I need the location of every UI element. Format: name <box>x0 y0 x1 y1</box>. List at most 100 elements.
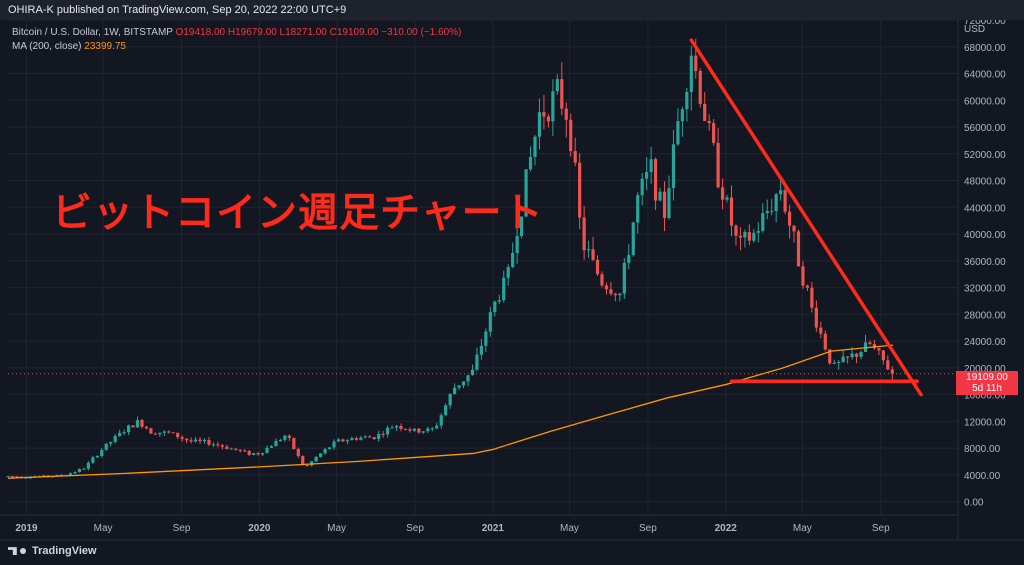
candle-body <box>752 232 756 241</box>
x-tick-label: Sep <box>173 523 191 534</box>
candle-body <box>640 178 644 196</box>
candle-body <box>10 476 15 478</box>
candle-body <box>779 190 783 195</box>
candle-body <box>444 405 448 416</box>
candle-body <box>269 446 274 448</box>
candle-body <box>600 274 604 286</box>
candle-body <box>569 119 573 152</box>
candle-body <box>828 349 832 364</box>
candle-body <box>363 436 367 438</box>
y-axis-unit: USD <box>964 24 985 35</box>
candle-body <box>868 342 872 344</box>
candle-body <box>118 432 122 437</box>
candle-body <box>345 440 350 442</box>
ma-label: MA (200, close) <box>12 41 82 52</box>
candle-body <box>805 285 810 288</box>
candle-body <box>613 293 617 296</box>
candle-body <box>787 211 792 226</box>
candle-body <box>774 194 778 212</box>
candle-body <box>323 449 327 454</box>
publish-line: OHIRA-K published on TradingView.com, Se… <box>8 4 347 16</box>
candle-body <box>685 91 689 110</box>
candle-body <box>95 455 99 458</box>
candle-body <box>470 369 475 376</box>
candle-body <box>426 428 430 432</box>
y-tick-label: 56000.00 <box>964 123 1006 134</box>
candle-body <box>220 445 224 447</box>
candle-body <box>399 425 403 429</box>
candle-body <box>207 440 211 445</box>
candle-body <box>506 267 510 278</box>
candle-body <box>475 354 479 370</box>
y-tick-label: 0.00 <box>964 498 984 509</box>
tradingview-logo[interactable]: TradingView <box>8 545 97 557</box>
candle-body <box>372 437 376 440</box>
y-tick-label: 32000.00 <box>964 284 1006 295</box>
candle-body <box>176 432 180 438</box>
y-tick-label: 68000.00 <box>964 43 1006 54</box>
candle-body <box>792 225 796 232</box>
y-tick-label: 12000.00 <box>964 417 1006 428</box>
candle-body <box>403 428 408 430</box>
candle-body <box>796 231 801 267</box>
candle-body <box>171 432 175 434</box>
candle-body <box>386 427 390 435</box>
y-tick-label: 40000.00 <box>964 230 1006 241</box>
candle-body <box>832 362 836 364</box>
candle-body <box>854 353 859 357</box>
candle-body <box>234 448 238 450</box>
candle-body <box>144 426 149 429</box>
candle-body <box>198 439 202 442</box>
symbol-legend[interactable]: Bitcoin / U.S. Dollar, 1W, BITSTAMP O194… <box>12 27 461 38</box>
candle-body <box>417 428 421 433</box>
candle-body <box>238 449 242 451</box>
candle-body <box>770 211 774 213</box>
candle-body <box>528 156 533 170</box>
candle-body <box>689 55 693 92</box>
candle-body <box>564 108 568 120</box>
candle-body <box>761 213 765 231</box>
candle-body <box>573 151 577 163</box>
candle-body <box>841 356 845 363</box>
candle-body <box>649 159 653 173</box>
candle-body <box>109 441 113 444</box>
candle-body <box>578 162 582 218</box>
chart-background <box>0 20 1024 545</box>
candle-body <box>712 123 716 143</box>
y-tick-label: 28000.00 <box>964 310 1006 321</box>
candle-body <box>618 293 622 296</box>
candle-body <box>457 385 461 388</box>
x-tick-label: 2021 <box>482 523 505 534</box>
candle-body <box>377 433 381 440</box>
candle-body <box>408 429 412 431</box>
candle-body <box>448 394 452 406</box>
candle-body <box>667 188 671 218</box>
y-tick-label: 8000.00 <box>964 444 1001 455</box>
candle-body <box>886 360 890 370</box>
candle-body <box>676 121 680 145</box>
candle-body <box>278 439 283 441</box>
candle-body <box>202 440 207 442</box>
candle-body <box>743 232 747 238</box>
candle-body <box>73 472 77 474</box>
candle-body <box>515 236 519 253</box>
candle-body <box>890 369 894 374</box>
candle-body <box>216 444 220 446</box>
candle-body <box>533 136 537 157</box>
y-tick-label: 16000.00 <box>964 391 1006 402</box>
candle-body <box>252 453 256 455</box>
candle-body <box>591 249 595 260</box>
candle-body <box>100 449 104 456</box>
candles-group <box>6 38 894 479</box>
ma-200-line <box>7 344 893 479</box>
candle-body <box>439 415 443 426</box>
candle-body <box>680 109 684 122</box>
candle-body <box>265 447 269 453</box>
candle-body <box>301 455 305 466</box>
y-tick-label: 20000.00 <box>964 364 1006 375</box>
ma-legend[interactable]: MA (200, close) 23399.75 <box>12 41 126 52</box>
candle-body <box>734 225 738 236</box>
chart-svg[interactable]: 0.00 4000.00 8000.00 12000.00 16000.00 20000.… <box>0 20 1024 545</box>
candle-body <box>167 431 171 433</box>
ohlc-values: O19418.00 H19679.00 L18271.00 C19109.00 … <box>175 27 462 38</box>
